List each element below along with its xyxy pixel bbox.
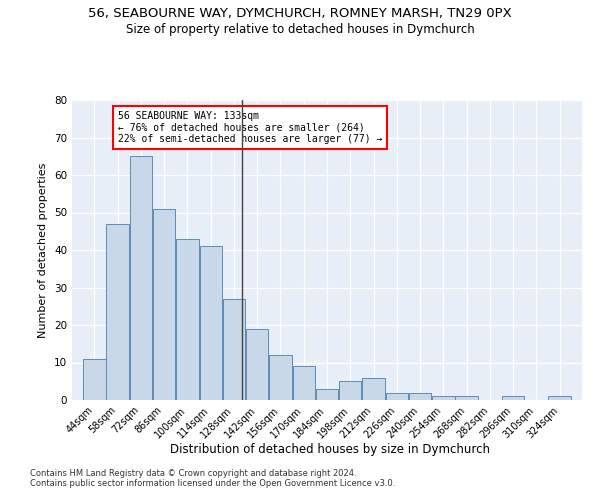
Bar: [153, 209, 175, 400]
Text: Contains HM Land Registry data © Crown copyright and database right 2024.: Contains HM Land Registry data © Crown c…: [30, 468, 356, 477]
Text: 56, SEABOURNE WAY, DYMCHURCH, ROMNEY MARSH, TN29 0PX: 56, SEABOURNE WAY, DYMCHURCH, ROMNEY MAR…: [88, 8, 512, 20]
Bar: [339, 381, 361, 400]
Bar: [548, 396, 571, 400]
Text: 56 SEABOURNE WAY: 133sqm
← 76% of detached houses are smaller (264)
22% of semi-: 56 SEABOURNE WAY: 133sqm ← 76% of detach…: [118, 112, 382, 144]
Bar: [432, 396, 455, 400]
Bar: [106, 224, 129, 400]
Bar: [130, 156, 152, 400]
Text: Contains public sector information licensed under the Open Government Licence v3: Contains public sector information licen…: [30, 478, 395, 488]
Bar: [362, 378, 385, 400]
Bar: [176, 239, 199, 400]
Bar: [316, 389, 338, 400]
Bar: [83, 359, 106, 400]
Bar: [293, 366, 315, 400]
Bar: [223, 298, 245, 400]
Bar: [386, 392, 408, 400]
Y-axis label: Number of detached properties: Number of detached properties: [38, 162, 49, 338]
Bar: [502, 396, 524, 400]
Bar: [409, 392, 431, 400]
Bar: [246, 329, 268, 400]
Text: Size of property relative to detached houses in Dymchurch: Size of property relative to detached ho…: [125, 22, 475, 36]
Bar: [269, 355, 292, 400]
Bar: [199, 246, 222, 400]
Text: Distribution of detached houses by size in Dymchurch: Distribution of detached houses by size …: [170, 442, 490, 456]
Bar: [455, 396, 478, 400]
